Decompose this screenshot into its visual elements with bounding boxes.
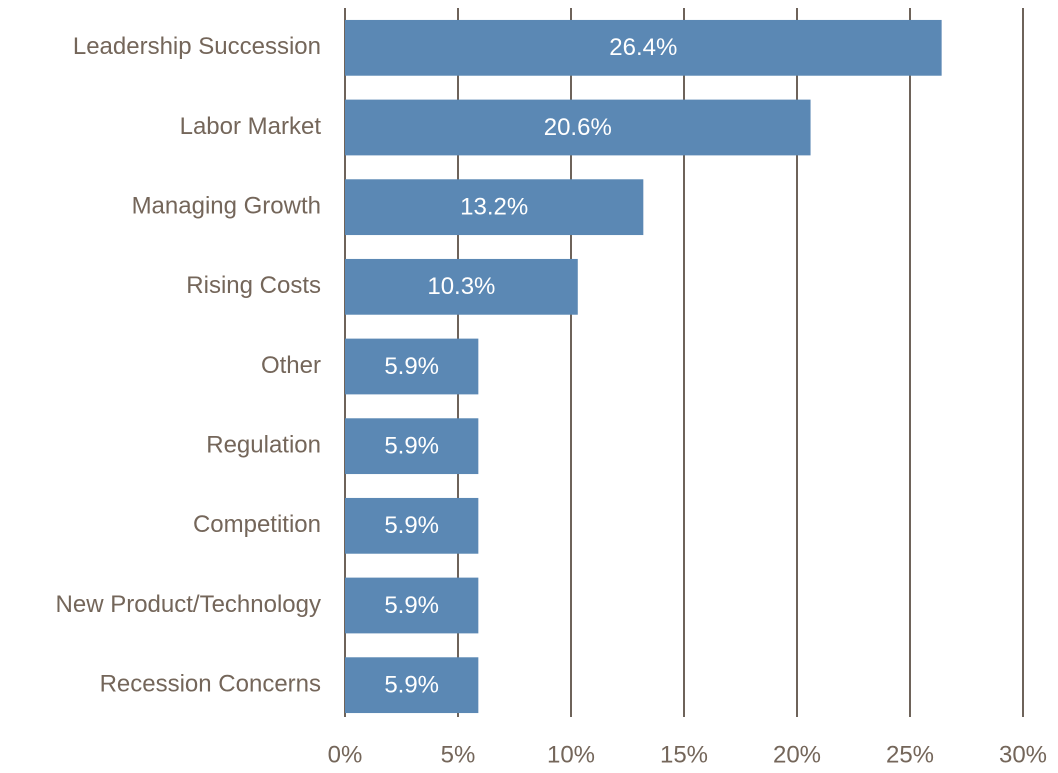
y-tick-label: Competition xyxy=(193,511,321,538)
bar xyxy=(345,179,644,236)
x-tick-label: 10% xyxy=(547,741,595,768)
y-tick-label: Recession Concerns xyxy=(100,671,321,698)
bar xyxy=(345,657,479,714)
x-tick-label: 5% xyxy=(441,741,476,768)
bar xyxy=(345,99,811,156)
bar xyxy=(345,418,479,475)
y-tick-label: New Product/Technology xyxy=(56,591,321,618)
x-tick-label: 0% xyxy=(328,741,363,768)
bar xyxy=(345,338,479,395)
value-label: 10.3% xyxy=(427,273,495,300)
bar xyxy=(345,497,479,554)
value-label: 13.2% xyxy=(460,194,528,221)
x-tick-label: 20% xyxy=(773,741,821,768)
bar xyxy=(345,577,479,634)
bar xyxy=(345,258,578,315)
y-tick-label: Other xyxy=(261,352,321,379)
y-tick-label: Regulation xyxy=(206,432,321,459)
value-label: 26.4% xyxy=(609,34,677,61)
value-label: 5.9% xyxy=(384,353,439,380)
value-label: 5.9% xyxy=(384,512,439,539)
x-tick-label: 30% xyxy=(999,741,1047,768)
value-label: 5.9% xyxy=(384,672,439,699)
y-tick-label: Labor Market xyxy=(180,113,322,140)
value-label: 5.9% xyxy=(384,592,439,619)
bar xyxy=(345,19,942,76)
value-label: 5.9% xyxy=(384,433,439,460)
y-tick-label: Rising Costs xyxy=(186,272,321,299)
x-tick-label: 15% xyxy=(660,741,708,768)
value-label: 20.6% xyxy=(544,114,612,141)
x-tick-label: 25% xyxy=(886,741,934,768)
y-tick-label: Managing Growth xyxy=(132,193,321,220)
y-tick-label: Leadership Succession xyxy=(73,33,321,60)
